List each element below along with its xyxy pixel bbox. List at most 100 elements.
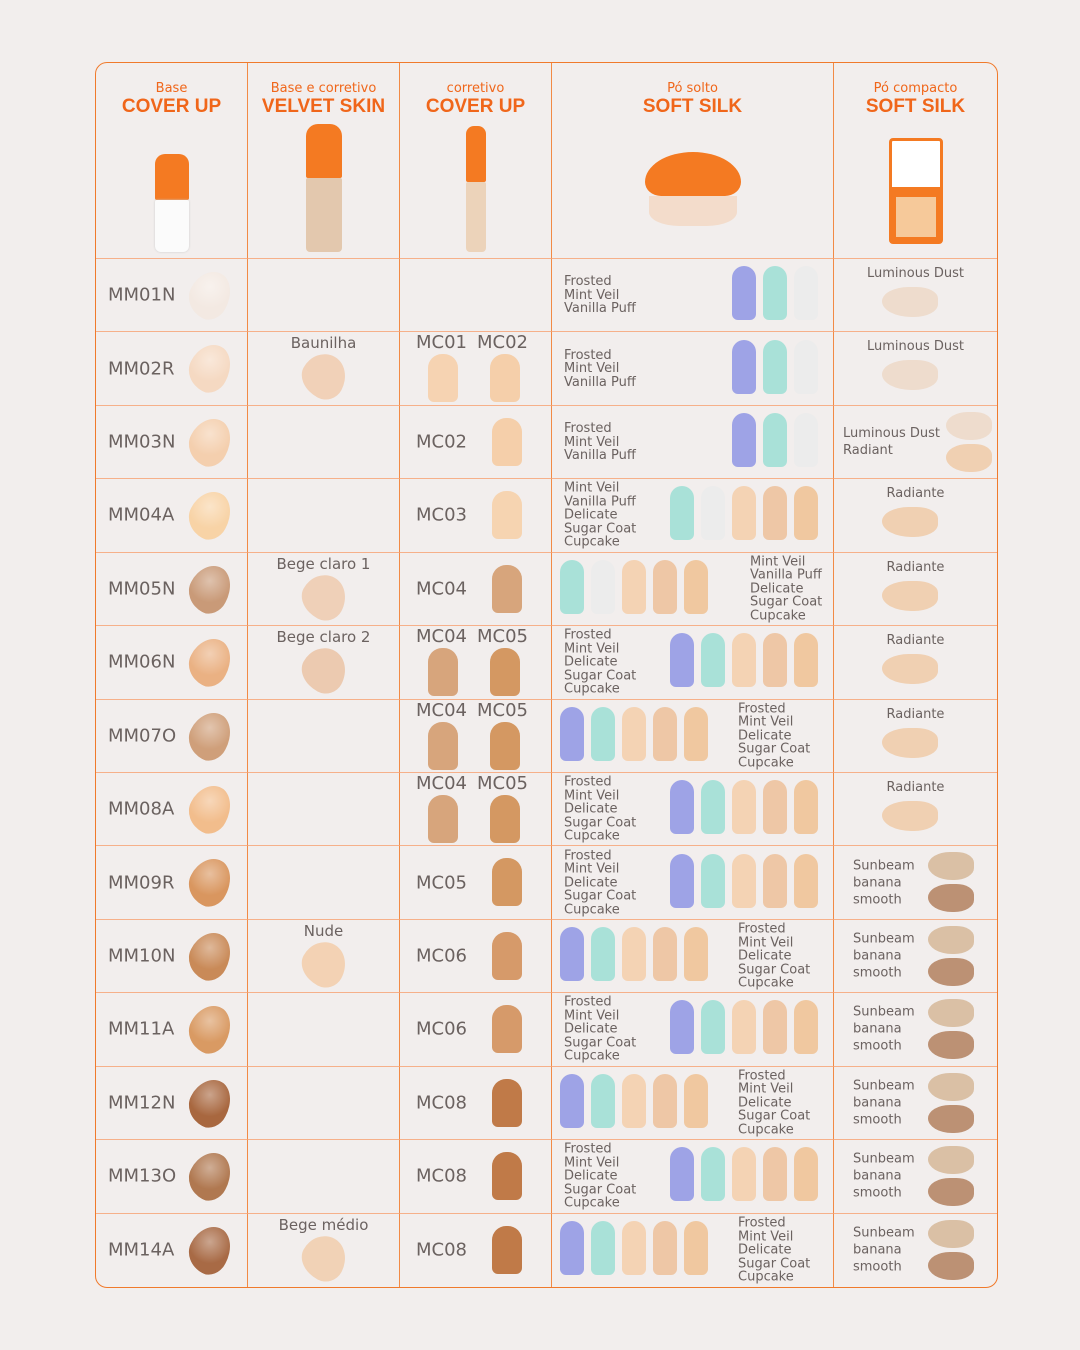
velvet-skin-cell: Baunilha xyxy=(248,332,400,407)
loose-powder-swatch xyxy=(763,266,787,321)
compact-shade-names: Sunbeam banana smooth xyxy=(853,1151,915,1202)
compact-swatch xyxy=(882,801,938,831)
soft-silk-loose-powder-jar-image xyxy=(644,152,741,230)
velvet-skin-cell xyxy=(248,993,400,1067)
loose-powder-shade-name: Delicate xyxy=(738,1095,792,1111)
base-shade-swatch xyxy=(181,558,239,620)
loose-powder-swatches xyxy=(560,1073,715,1132)
velvet-skin-cell: Bege claro 1 xyxy=(248,552,400,627)
concealer-shade-code: MC08 xyxy=(416,1165,468,1187)
loose-powder-swatch xyxy=(560,927,584,982)
loose-powder-swatches xyxy=(670,853,825,912)
velvet-shade-swatch xyxy=(294,566,354,627)
loose-powder-labels: Frosted Mint Veil Delicate Sugar Coat Cupcak… xyxy=(564,775,636,843)
base-shade-swatch xyxy=(181,337,239,400)
compact-swatch xyxy=(928,1251,974,1280)
concealer-swatch xyxy=(492,1078,522,1127)
loose-powder-swatch xyxy=(763,486,787,541)
concealer-shade-code: MC06 xyxy=(416,945,468,967)
base-shade-swatch xyxy=(181,1145,239,1207)
base-shade-cell: MM04A xyxy=(96,479,248,553)
compact-swatch xyxy=(928,1072,974,1101)
loose-powder-shade-name: Mint Veil xyxy=(738,1081,794,1097)
base-shade-cell: MM14A xyxy=(96,1213,248,1287)
base-shade-swatch xyxy=(181,778,239,840)
loose-powder-shade-name: Frosted xyxy=(564,347,612,363)
compact-swatch xyxy=(928,852,974,881)
loose-powder-shade-name: Frosted xyxy=(564,1141,612,1157)
compact-shade-name: banana xyxy=(853,875,902,891)
loose-powder-swatch xyxy=(794,266,818,321)
base-shade-cell: MM10N xyxy=(96,919,248,994)
loose-powder-shade-name: Mint Veil xyxy=(738,934,794,950)
loose-powder-shade-name: Vanilla Puff xyxy=(564,494,636,510)
concealer-cell: MC02 xyxy=(400,405,552,480)
concealer-shade-code: MC04 xyxy=(416,578,468,600)
concealer-cell: MC08 xyxy=(400,1213,552,1287)
loose-powder-shade-name: Sugar Coat xyxy=(564,521,637,537)
loose-powder-swatch xyxy=(653,1221,677,1276)
compact-swatch xyxy=(928,999,974,1028)
base-shade-cell: MM11A xyxy=(96,993,248,1067)
concealer-swatch xyxy=(490,354,520,403)
concealer-shade-code: MC08 xyxy=(416,1239,468,1261)
loose-powder-shade-name: Delicate xyxy=(750,581,804,597)
loose-powder-shade-name: Delicate xyxy=(564,874,618,890)
loose-powder-swatch xyxy=(622,706,646,761)
loose-powder-shade-name: Cupcake xyxy=(564,681,620,697)
loose-powder-shade-name: Sugar Coat xyxy=(564,814,637,830)
concealer-swatch xyxy=(492,417,522,466)
velvet-skin-cell xyxy=(248,259,400,333)
compact-powder-cell: Luminous Dust Radiant xyxy=(834,406,997,480)
loose-powder-swatch xyxy=(701,853,725,908)
base-shade-code: MM11A xyxy=(108,1018,175,1040)
base-shade-swatch xyxy=(181,851,239,914)
compact-shade-name: banana xyxy=(853,948,902,964)
base-shade-swatch xyxy=(181,1072,239,1134)
loose-powder-shade-name: Delicate xyxy=(564,507,618,523)
base-shade-code: MM01N xyxy=(108,284,176,306)
base-shade-swatch xyxy=(181,411,239,473)
loose-powder-shade-name: Sugar Coat xyxy=(564,888,637,904)
loose-powder-swatch xyxy=(670,1000,694,1055)
loose-powder-shade-name: Mint Veil xyxy=(564,1008,620,1024)
loose-powder-shade-name: Frosted xyxy=(564,627,612,643)
loose-powder-shade-name: Cupcake xyxy=(564,1048,620,1064)
loose-powder-shade-name: Vanilla Puff xyxy=(564,300,636,316)
concealer-shade-code: MC04 xyxy=(416,626,468,648)
loose-powder-labels: Frosted Mint Veil Delicate Sugar Coat Cupcak… xyxy=(738,1217,810,1285)
concealer-cell: MC04 MC05 xyxy=(400,626,552,700)
loose-powder-labels: Frosted Mint Veil Delicate Sugar Coat Cupcak… xyxy=(564,996,636,1064)
compact-shade-name: Luminous Dust xyxy=(867,266,964,281)
loose-powder-shade-name: Mint Veil xyxy=(564,787,620,803)
loose-powder-cell: Frosted Mint Veil Delicate Sugar Coat Cupcak… xyxy=(552,1140,834,1214)
compact-powder-cell: Radiante xyxy=(834,626,997,700)
concealer-swatch xyxy=(490,648,520,697)
compact-shade-name: Sunbeam xyxy=(853,1078,915,1094)
loose-powder-swatch xyxy=(732,633,756,688)
loose-powder-swatch xyxy=(591,1221,615,1276)
loose-powder-shade-name: Cupcake xyxy=(564,1195,620,1211)
base-shade-code: MM02R xyxy=(108,358,175,380)
compact-shade-name: Sunbeam xyxy=(853,1225,915,1241)
loose-powder-swatch xyxy=(732,780,756,835)
loose-powder-swatch xyxy=(701,780,725,835)
loose-powder-swatch xyxy=(560,559,584,614)
velvet-shade-label: Bege claro 1 xyxy=(276,554,371,573)
compact-swatch xyxy=(882,580,938,611)
loose-powder-swatch xyxy=(732,853,756,908)
loose-powder-swatches xyxy=(670,486,825,544)
concealer-shade-code: MC02 xyxy=(416,431,468,453)
concealer-swatch xyxy=(492,564,522,613)
compact-shade-name: Luminous Dust xyxy=(843,426,940,442)
base-shade-swatch xyxy=(181,484,239,546)
loose-powder-swatch xyxy=(732,413,756,468)
loose-powder-shade-name: Delicate xyxy=(564,654,618,670)
loose-powder-swatch xyxy=(591,706,615,761)
cover-up-concealer-image xyxy=(465,126,486,252)
velvet-skin-cell xyxy=(248,479,400,553)
base-shade-cell: MM03N xyxy=(96,405,248,480)
base-shade-code: MM13O xyxy=(108,1165,177,1187)
loose-powder-cell: Frosted Mint Veil Delicate Sugar Coat Cupcak… xyxy=(552,1213,834,1287)
header-subtitle: Pó compacto xyxy=(873,81,958,96)
